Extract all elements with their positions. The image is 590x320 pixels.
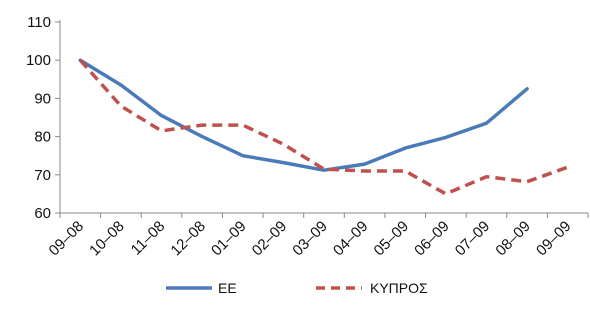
x-tick-label: 09–09 [533, 218, 575, 260]
y-tick-label: 90 [34, 90, 51, 107]
x-tick-label: 02–09 [249, 218, 291, 260]
legend-label-kypros: ΚΥΠΡΟΣ [370, 280, 428, 296]
y-axis-ticks: 60 70 80 90 100 110 [26, 14, 60, 222]
series-line-kypros [78, 59, 569, 196]
x-tick-label: 12–08 [167, 218, 209, 260]
x-tick-label: 01–09 [208, 218, 250, 260]
y-tick-label: 70 [34, 167, 51, 184]
x-tick-label: 04–09 [330, 218, 372, 260]
legend-label-ee: ΕΕ [218, 280, 237, 296]
y-tick-label: 100 [26, 52, 51, 69]
x-tick-label: 07–09 [452, 218, 494, 260]
series-lines [78, 58, 569, 196]
x-tick-label: 03–09 [289, 218, 331, 260]
x-tick-label: 09–08 [46, 218, 88, 260]
x-axis-ticks: 09–08 10–08 11–08 12–08 01–09 02–09 03–09 04–09… [46, 213, 589, 260]
legend: ΕΕ ΚΥΠΡΟΣ [166, 280, 428, 296]
x-tick-label: 08–09 [492, 218, 534, 260]
x-tick-label: 05–09 [371, 218, 413, 260]
y-tick-label: 80 [34, 129, 51, 146]
x-tick-label: 10–08 [86, 218, 128, 260]
y-tick-label: 60 [34, 205, 51, 222]
x-tick-label: 11–08 [128, 218, 169, 259]
series-line-ee [78, 58, 529, 172]
y-tick-label: 110 [27, 14, 51, 31]
x-tick-label: 06–09 [411, 218, 453, 260]
